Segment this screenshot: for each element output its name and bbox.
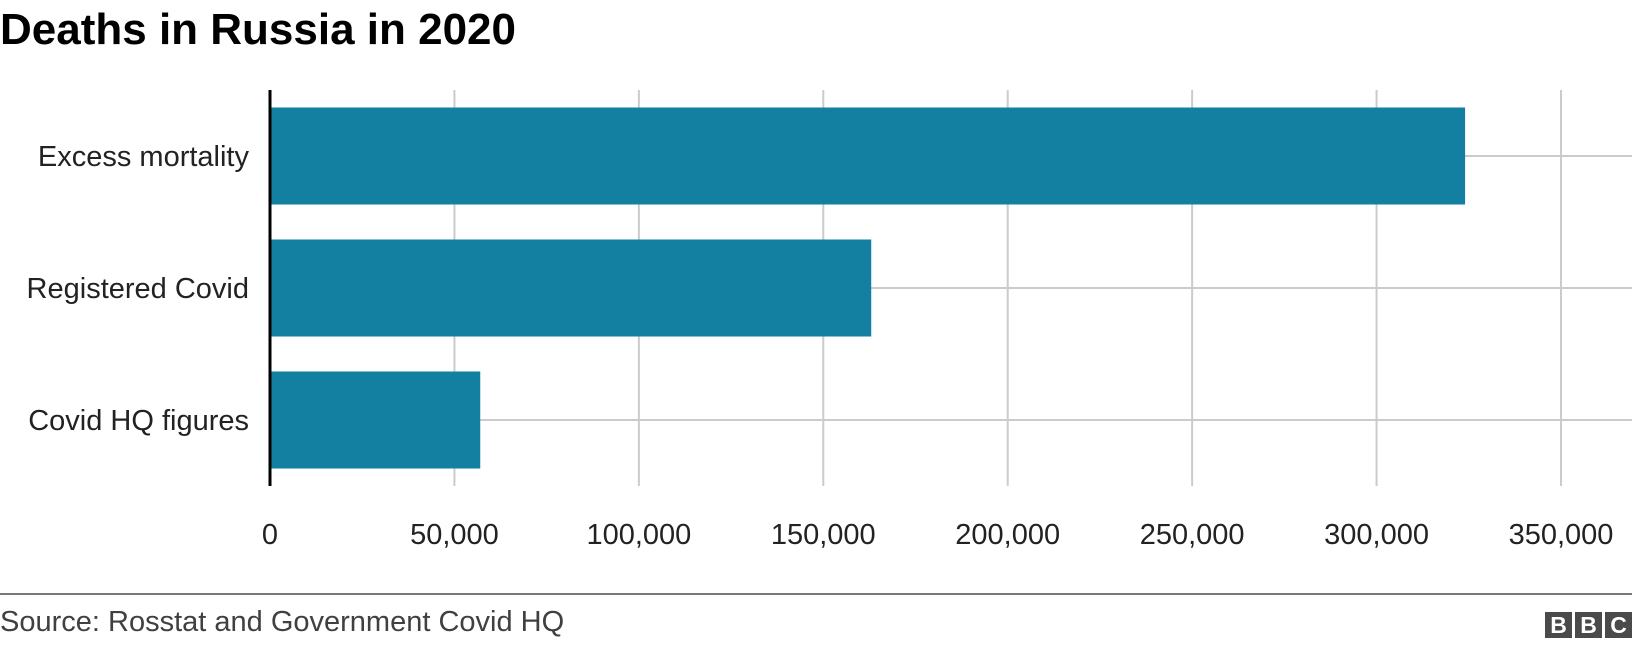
bar	[270, 371, 481, 469]
x-tick-labels: 0 50,000 100,000 150,000 200,000 250,000 300,0…	[262, 519, 1613, 551]
bbc-logo-letter: B	[1545, 612, 1572, 638]
x-tick-label: 50,000	[410, 519, 499, 551]
x-tick-label: 350,000	[1509, 519, 1614, 551]
bar	[270, 239, 872, 337]
category-label: Covid HQ figures	[28, 405, 249, 437]
chart-title: Deaths in Russia in 2020	[0, 5, 516, 54]
x-tick-label: 150,000	[771, 519, 876, 551]
category-label: Registered Covid	[27, 273, 249, 305]
category-label: Excess mortality	[38, 141, 250, 173]
bbc-logo-letter: C	[1605, 612, 1632, 638]
bar-chart: Excess mortality Registered Covid Covid HQ…	[27, 90, 1632, 551]
x-tick-label: 300,000	[1324, 519, 1429, 551]
x-tick-label: 250,000	[1140, 519, 1245, 551]
x-tick-label: 0	[262, 519, 278, 551]
bar	[270, 107, 1466, 205]
x-tick-label: 100,000	[586, 519, 691, 551]
bbc-logo: B B C	[1545, 612, 1632, 638]
bars	[270, 107, 1466, 469]
category-labels: Excess mortality Registered Covid Covid HQ…	[27, 141, 250, 437]
bbc-logo-letter: B	[1575, 612, 1602, 638]
x-tick-label: 200,000	[955, 519, 1060, 551]
footer-divider	[0, 593, 1632, 595]
source-note: Source: Rosstat and Government Covid HQ	[0, 606, 565, 638]
